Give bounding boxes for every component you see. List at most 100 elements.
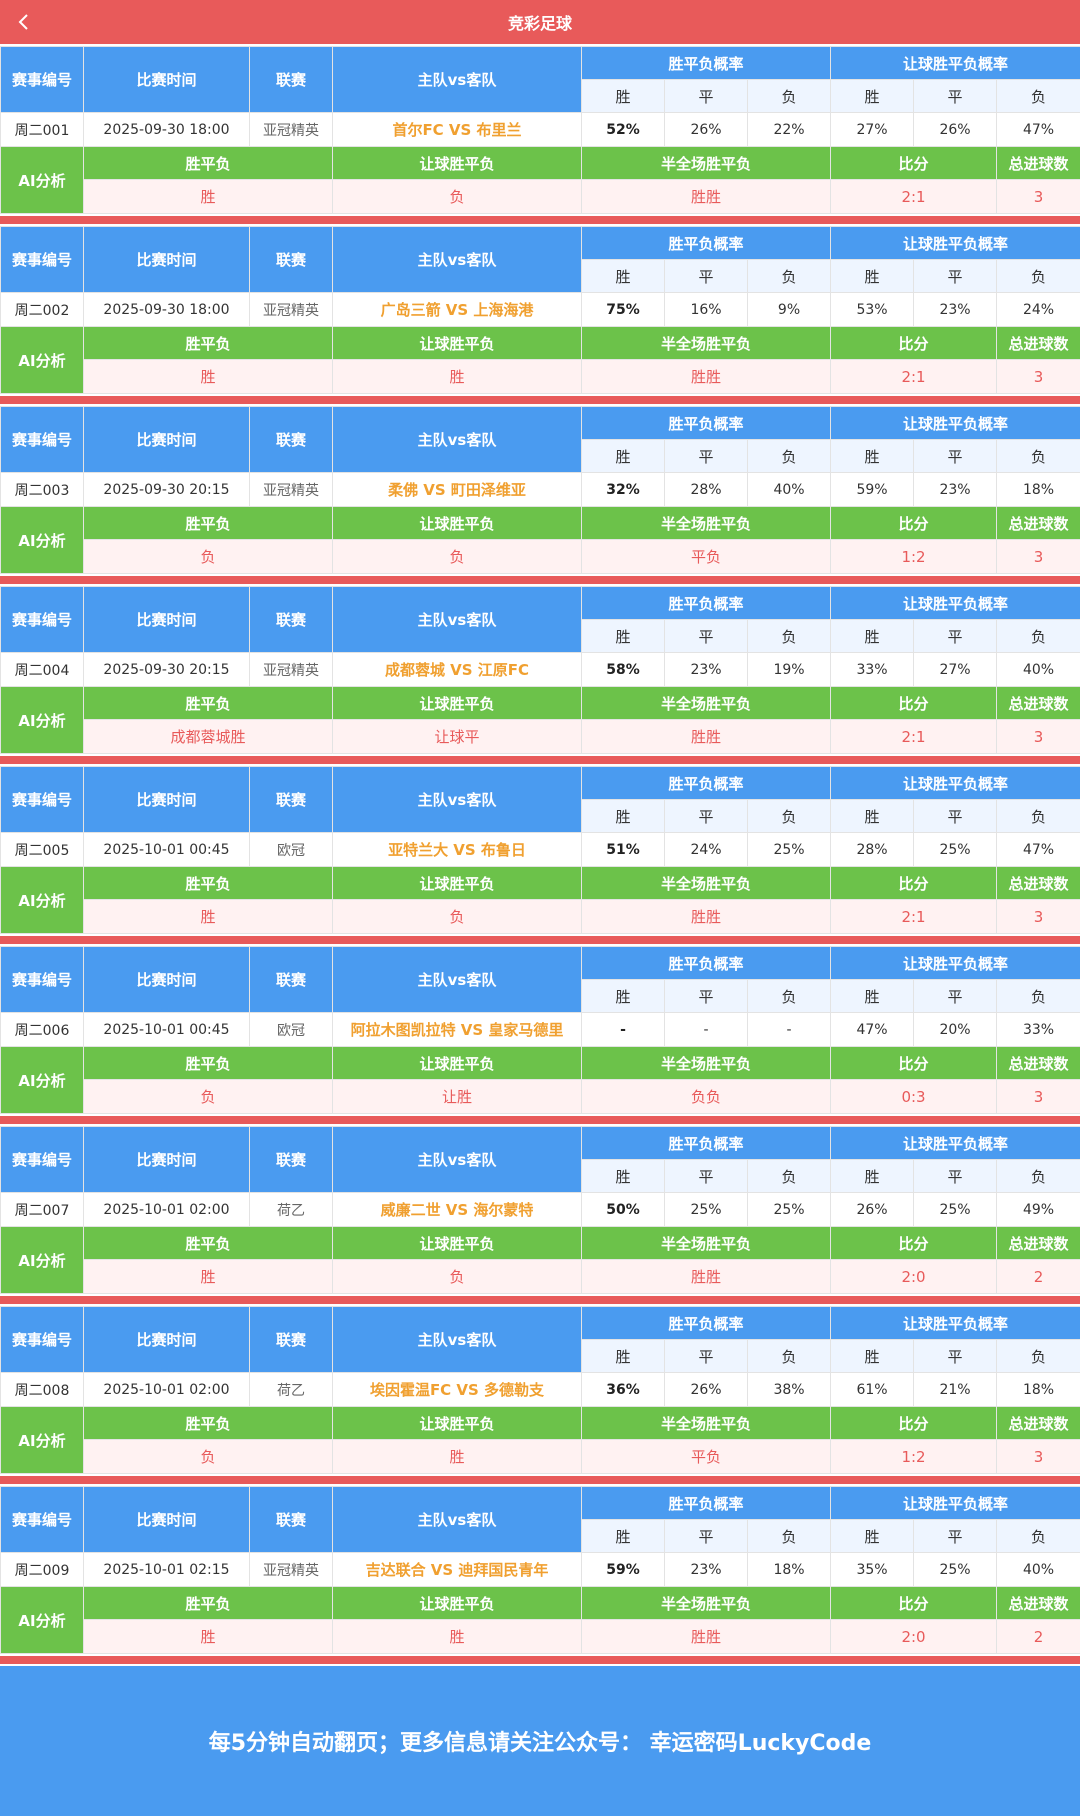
ai-goals-value: 3 <box>996 539 1080 574</box>
prob-win: 50% <box>581 1192 665 1227</box>
ai-goals-header: 总进球数 <box>996 326 1080 360</box>
ai-spf-header: 胜平负 <box>83 1226 333 1260</box>
ai-half-value: 平负 <box>580 1439 832 1474</box>
header-prob: 胜平负概率 <box>580 1306 832 1340</box>
ai-spf-header: 胜平负 <box>83 1406 333 1440</box>
match-card: 赛事编号 比赛时间 联赛 主队vs客队 胜平负概率 让球胜平负概率 胜 平 负 … <box>0 1306 1080 1484</box>
prob-lose-label: 负 <box>746 799 832 833</box>
ai-score-value: 1:2 <box>830 1439 998 1474</box>
hprob-lose-label: 负 <box>996 439 1080 473</box>
header-league: 联赛 <box>249 406 333 473</box>
ai-rq-value: 负 <box>332 179 582 214</box>
header-time: 比赛时间 <box>83 586 250 653</box>
hprob-draw: 26% <box>913 112 998 147</box>
match-table: 赛事编号 比赛时间 联赛 主队vs客队 胜平负概率 让球胜平负概率 胜 平 负 … <box>0 586 1080 754</box>
hprob-lose: 40% <box>996 1552 1080 1587</box>
header-prob: 胜平负概率 <box>580 226 832 260</box>
hprob-lose-label: 负 <box>996 79 1080 113</box>
match-separator <box>0 576 1080 584</box>
prob-lose: 9% <box>746 292 832 327</box>
ai-score-header: 比分 <box>830 1046 998 1080</box>
ai-half-header: 半全场胜平负 <box>580 326 832 360</box>
ai-half-value: 胜胜 <box>580 359 832 394</box>
hprob-draw-label: 平 <box>913 1159 998 1193</box>
header-handicap-prob: 让球胜平负概率 <box>830 1486 1080 1520</box>
hprob-win-label: 胜 <box>830 799 915 833</box>
ai-goals-header: 总进球数 <box>996 866 1080 900</box>
ai-spf-value: 胜 <box>83 1259 333 1294</box>
header-prob: 胜平负概率 <box>580 946 832 980</box>
header-teams: 主队vs客队 <box>332 226 582 293</box>
hprob-win-label: 胜 <box>830 1519 915 1553</box>
header-time: 比赛时间 <box>83 1306 250 1373</box>
header-handicap-prob: 让球胜平负概率 <box>830 406 1080 440</box>
prob-win-label: 胜 <box>581 799 665 833</box>
header-league: 联赛 <box>249 226 333 293</box>
back-arrow-icon[interactable] <box>10 8 38 36</box>
hprob-win: 35% <box>830 1552 915 1587</box>
prob-draw: 25% <box>664 1192 748 1227</box>
match-league: 亚冠精英 <box>249 1552 333 1587</box>
header-handicap-prob: 让球胜平负概率 <box>830 586 1080 620</box>
match-league: 欧冠 <box>249 832 333 867</box>
ai-analysis-label: AI分析 <box>0 506 84 574</box>
ai-goals-header: 总进球数 <box>996 506 1080 540</box>
prob-win-label: 胜 <box>581 1159 665 1193</box>
hprob-draw: 23% <box>913 472 998 507</box>
prob-win: 51% <box>581 832 665 867</box>
prob-draw-label: 平 <box>664 1519 748 1553</box>
hprob-draw: 25% <box>913 832 998 867</box>
hprob-win: 53% <box>830 292 915 327</box>
match-table: 赛事编号 比赛时间 联赛 主队vs客队 胜平负概率 让球胜平负概率 胜 平 负 … <box>0 1486 1080 1654</box>
ai-rq-header: 让球胜平负 <box>332 146 582 180</box>
hprob-draw: 23% <box>913 292 998 327</box>
ai-score-header: 比分 <box>830 146 998 180</box>
prob-lose-label: 负 <box>746 979 832 1013</box>
ai-score-value: 0:3 <box>830 1079 998 1114</box>
match-league: 欧冠 <box>249 1012 333 1047</box>
hprob-draw-label: 平 <box>913 799 998 833</box>
match-table: 赛事编号 比赛时间 联赛 主队vs客队 胜平负概率 让球胜平负概率 胜 平 负 … <box>0 46 1080 214</box>
header-prob: 胜平负概率 <box>580 46 832 80</box>
prob-win: 75% <box>581 292 665 327</box>
header-time: 比赛时间 <box>83 226 250 293</box>
ai-rq-header: 让球胜平负 <box>332 1046 582 1080</box>
header-league: 联赛 <box>249 586 333 653</box>
match-time: 2025-09-30 20:15 <box>83 652 250 687</box>
header-match-no: 赛事编号 <box>0 946 84 1013</box>
ai-spf-header: 胜平负 <box>83 326 333 360</box>
prob-win: 36% <box>581 1372 665 1407</box>
ai-analysis-label: AI分析 <box>0 326 84 394</box>
prob-draw-label: 平 <box>664 619 748 653</box>
prob-win: 52% <box>581 112 665 147</box>
hprob-lose-label: 负 <box>996 979 1080 1013</box>
ai-spf-header: 胜平负 <box>83 686 333 720</box>
match-teams: 亚特兰大 VS 布鲁日 <box>332 832 582 867</box>
hprob-draw: 25% <box>913 1192 998 1227</box>
prob-draw-label: 平 <box>664 979 748 1013</box>
ai-spf-value: 负 <box>83 1079 333 1114</box>
header-handicap-prob: 让球胜平负概率 <box>830 46 1080 80</box>
header-teams: 主队vs客队 <box>332 46 582 113</box>
ai-spf-value: 负 <box>83 1439 333 1474</box>
ai-rq-value: 胜 <box>332 359 582 394</box>
header-prob: 胜平负概率 <box>580 586 832 620</box>
ai-half-header: 半全场胜平负 <box>580 1226 832 1260</box>
match-teams: 广岛三箭 VS 上海海港 <box>332 292 582 327</box>
match-id: 周二005 <box>0 832 84 867</box>
prob-win-label: 胜 <box>581 979 665 1013</box>
header-match-no: 赛事编号 <box>0 766 84 833</box>
ai-spf-value: 成都蓉城胜 <box>83 719 333 754</box>
prob-lose-label: 负 <box>746 1159 832 1193</box>
ai-rq-header: 让球胜平负 <box>332 1406 582 1440</box>
prob-draw-label: 平 <box>664 1339 748 1373</box>
ai-rq-value: 负 <box>332 539 582 574</box>
ai-rq-value: 让球平 <box>332 719 582 754</box>
match-league: 亚冠精英 <box>249 112 333 147</box>
match-card: 赛事编号 比赛时间 联赛 主队vs客队 胜平负概率 让球胜平负概率 胜 平 负 … <box>0 226 1080 404</box>
header-time: 比赛时间 <box>83 1486 250 1553</box>
prob-draw: 23% <box>664 1552 748 1587</box>
header-league: 联赛 <box>249 1306 333 1373</box>
header-match-no: 赛事编号 <box>0 406 84 473</box>
match-league: 亚冠精英 <box>249 292 333 327</box>
